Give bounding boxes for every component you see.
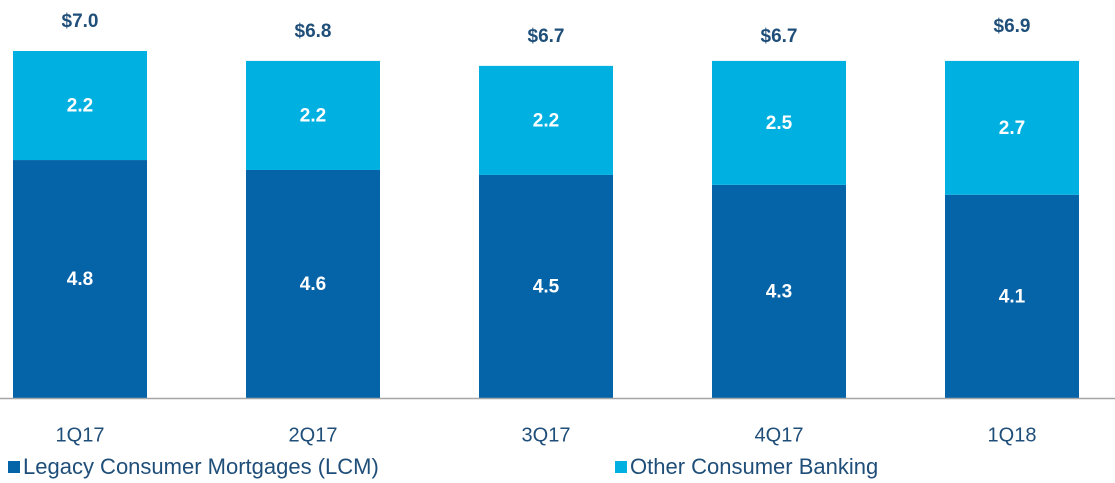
bar-segment	[13, 51, 147, 161]
bar-segment	[479, 174, 613, 398]
legend-label: Legacy Consumer Mortgages (LCM)	[23, 454, 379, 479]
segment-label: 4.5	[533, 276, 560, 297]
segment-label: 2.2	[67, 96, 93, 117]
bar-segment	[945, 60, 1079, 195]
x-tick-label: 2Q17	[289, 424, 338, 446]
segment-label: 2.5	[766, 113, 793, 134]
bar-segment	[712, 184, 846, 398]
segment-label: 4.8	[67, 269, 93, 290]
segment-label: 4.1	[999, 286, 1026, 307]
segment-label: 2.2	[533, 110, 559, 131]
bar-segment	[246, 169, 380, 398]
total-label: $6.9	[994, 16, 1031, 37]
segment-label: 4.3	[766, 281, 792, 302]
total-label: $6.8	[295, 21, 332, 42]
segment-label: 4.6	[300, 274, 326, 295]
x-tick-label: 1Q18	[988, 424, 1037, 446]
legend-swatch	[615, 461, 627, 473]
bar-segment	[945, 194, 1079, 398]
x-tick-label: 4Q17	[755, 424, 804, 446]
total-label: $6.7	[761, 26, 798, 47]
legend-swatch	[8, 461, 20, 473]
legend-label: Other Consumer Banking	[630, 454, 878, 479]
segment-label: 2.7	[999, 118, 1025, 139]
segment-label: 2.2	[300, 105, 326, 126]
total-label: $7.0	[62, 11, 99, 32]
total-label: $6.7	[528, 26, 565, 47]
bar-segment	[712, 60, 846, 185]
bar-segment	[246, 60, 380, 170]
x-tick-label: 3Q17	[522, 424, 571, 446]
bar-segment	[479, 65, 613, 175]
bar-segment	[13, 160, 147, 398]
x-tick-label: 1Q17	[56, 424, 105, 446]
